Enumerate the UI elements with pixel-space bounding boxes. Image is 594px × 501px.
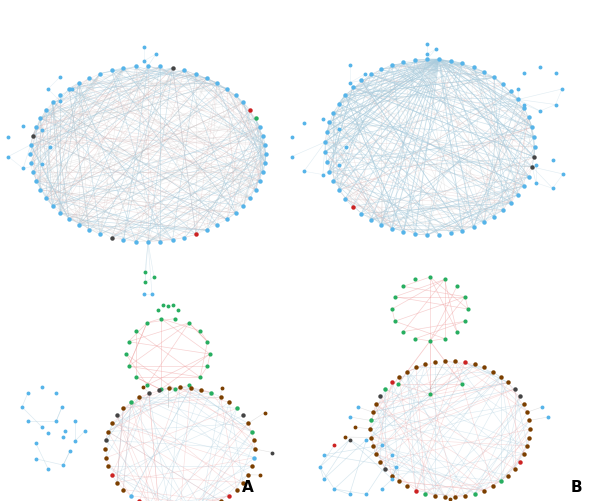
Text: B: B (570, 479, 582, 494)
Text: A: A (242, 479, 254, 494)
